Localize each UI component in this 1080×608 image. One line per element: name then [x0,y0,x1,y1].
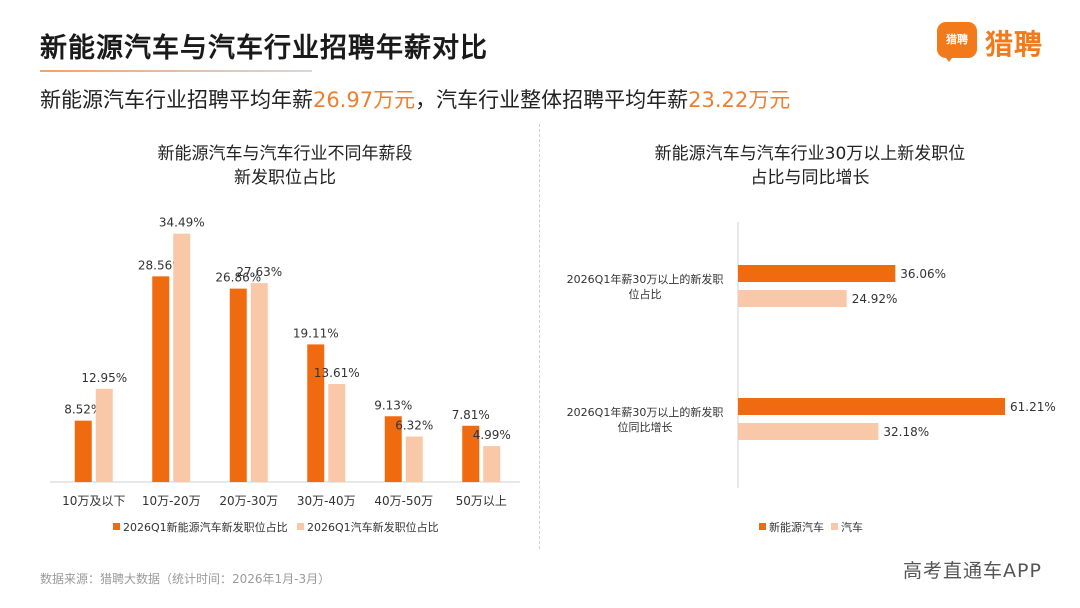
hbar-value-label: 24.92% [852,292,898,306]
bar-auto [173,233,191,482]
y-category-label: 2026Q1年薪30万以上的新发职 [567,272,724,286]
subtitle-value-auto: 23.22万元 [688,88,791,112]
bar-auto [328,384,346,482]
legend-swatch-auto [297,523,304,530]
x-tick-label: 10万及以下 [62,494,125,508]
legend-label: 2026Q1汽车新发职位占比 [307,520,439,534]
hbar-value-label: 32.18% [883,425,929,439]
legend-swatch-nev [113,523,120,530]
bar-value-label: 26.86% [215,271,261,285]
bar-nev [74,420,92,482]
legend-label: 新能源汽车 [769,520,824,534]
bar-auto [250,283,268,482]
y-category-label: 位占比 [629,287,662,301]
page-subtitle: 新能源汽车行业招聘平均年薪26.97万元，汽车行业整体招聘平均年薪23.22万元 [40,84,790,114]
bar-value-label: 34.49% [159,216,205,230]
right-chart-title: 新能源汽车与汽车行业30万以上新发职位 占比与同比增长 [580,142,1040,190]
bar-value-label: 27.63% [236,265,282,279]
watermark: 高考直通车APP [903,560,1042,582]
y-category-label: 位同比增长 [618,420,673,434]
page-title: 新能源汽车与汽车行业招聘年薪对比 [40,33,488,64]
legend-label: 汽车 [841,520,863,534]
logo-text: 猎聘 [985,28,1044,61]
bar-value-label: 6.32% [395,418,433,432]
bar-value-label: 28.56% [138,258,184,272]
bar-auto [95,388,113,482]
x-tick-label: 20万-30万 [219,494,278,508]
hbar-value-label: 36.06% [900,267,946,281]
y-category-label: 2026Q1年薪30万以上的新发职 [567,405,724,419]
bar-value-label: 9.13% [374,398,412,412]
left-chart-title-line1: 新能源汽车与汽车行业不同年薪段 [157,144,413,164]
legend-swatch-auto [831,523,838,530]
bar-auto [405,436,423,482]
legend-label: 2026Q1新能源汽车新发职位占比 [123,520,288,534]
bar-value-label: 19.11% [293,326,339,340]
bar-value-label: 13.61% [314,366,360,380]
bar-value-label: 4.99% [473,428,511,442]
hbar-auto [738,423,879,440]
bar-nev [307,344,325,482]
hbar-nev [738,265,896,282]
right-chart-title-line2: 占比与同比增长 [750,168,870,188]
subtitle-value-nev: 26.97万元 [313,88,416,112]
bar-nev [462,425,480,482]
panel-divider [539,124,540,549]
x-tick-label: 50万以上 [456,494,507,508]
subtitle-text-1: 新能源汽车行业招聘平均年薪 [40,88,313,112]
hbar-nev [738,398,1005,415]
bar-nev [152,276,170,482]
x-tick-label: 10万-20万 [142,494,201,508]
left-chart-title-line2: 新发职位占比 [234,168,336,188]
data-source-note: 数据来源：猎聘大数据（统计时间：2026年1月-3月） [40,572,331,586]
bar-value-label: 7.81% [452,408,490,422]
left-chart-title: 新能源汽车与汽车行业不同年薪段 新发职位占比 [60,142,510,190]
logo-badge: 猎聘 [937,22,977,58]
bar-value-label: 8.52% [64,403,102,417]
bar-nev [229,288,247,482]
hbar-value-label: 61.21% [1010,400,1056,414]
subtitle-text-2: ，汽车行业整体招聘平均年薪 [415,88,689,112]
x-tick-label: 30万-40万 [297,494,356,508]
bar-value-label: 12.95% [81,371,127,385]
hbar-auto [738,290,847,307]
legend-swatch-nev [759,523,766,530]
x-tick-label: 40万-50万 [374,494,433,508]
logo-badge-tail [943,54,955,62]
bar-auto [483,446,501,482]
bar-nev [384,416,402,482]
title-underline [40,70,312,72]
right-chart-title-line1: 新能源汽车与汽车行业30万以上新发职位 [654,144,966,164]
